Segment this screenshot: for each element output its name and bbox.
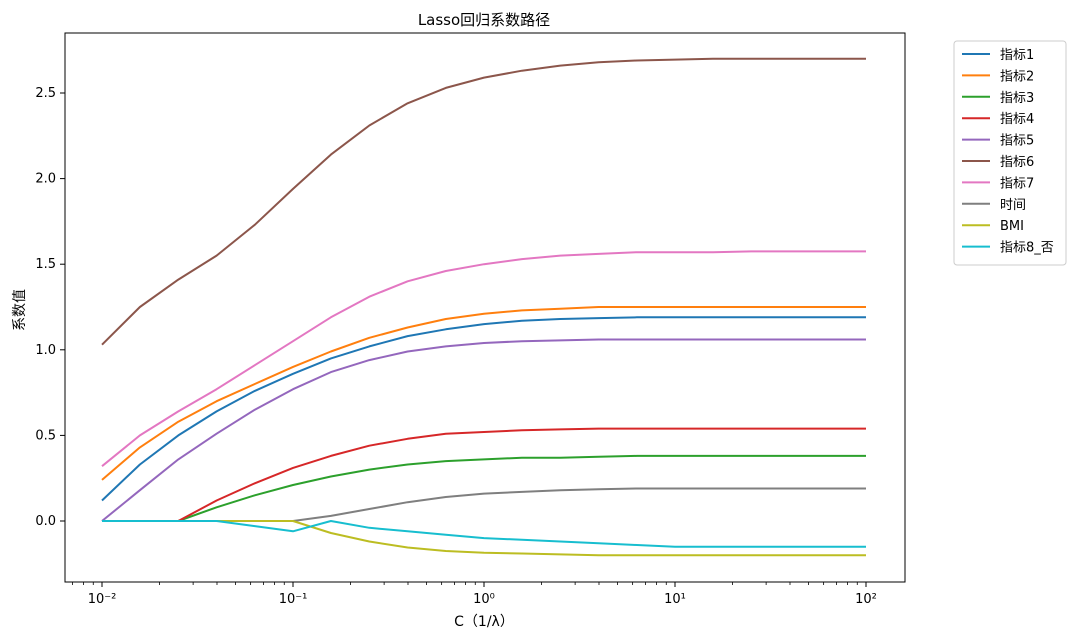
series-line-3 — [102, 454, 866, 522]
y-tick-label: 2.0 — [35, 172, 56, 187]
y-axis-label: 系数值 — [12, 289, 28, 331]
legend-label: 指标6 — [1000, 155, 1034, 170]
legend-label: 指标8_否 — [1000, 241, 1054, 256]
x-tick-label: 10⁻² — [88, 592, 117, 607]
legend-label: 指标5 — [1000, 134, 1034, 149]
series-line-9 — [102, 520, 866, 557]
series-line-10 — [102, 520, 866, 548]
y-tick-label: 1.5 — [35, 257, 56, 272]
legend: 指标1 指标2 指标3 指标4 指标5 指标6 指标7 时间 BMI 指标8_否 — [953, 40, 1067, 266]
x-tick-label: 10¹ — [664, 592, 686, 607]
x-tick-label: 10⁰ — [473, 592, 495, 607]
chart-title: Lasso回归系数路径 — [418, 11, 550, 29]
x-axis-label: C（1/λ） — [454, 614, 514, 630]
legend-label: 指标3 — [1000, 91, 1034, 106]
legend-label: 指标7 — [1000, 176, 1034, 191]
legend-label: BMI — [1000, 219, 1024, 234]
plot-area: 0.0 0.5 1.0 1.5 2.0 2.5 10⁻² 10⁻¹ 10⁰ 10¹ 10² — [35, 32, 906, 607]
y-tick-label: 0.5 — [35, 428, 56, 443]
series-line-1 — [101, 316, 866, 502]
series-line-7 — [101, 250, 866, 467]
y-tick-label: 2.5 — [35, 86, 56, 101]
x-tick-label: 10² — [855, 592, 877, 607]
legend-label: 时间 — [1000, 198, 1026, 213]
y-tick-label: 0.0 — [35, 514, 56, 529]
series-line-2 — [101, 306, 866, 481]
x-tick-label: 10⁻¹ — [279, 592, 308, 607]
series-line-5 — [101, 338, 866, 522]
legend-label: 指标2 — [1000, 69, 1034, 84]
legend-label: 指标4 — [1000, 112, 1034, 127]
plot-frame — [64, 32, 906, 583]
series-line-6 — [101, 57, 866, 346]
y-tick-label: 1.0 — [35, 343, 56, 358]
series-line-4 — [102, 427, 866, 522]
legend-label: 指标1 — [1000, 48, 1034, 63]
